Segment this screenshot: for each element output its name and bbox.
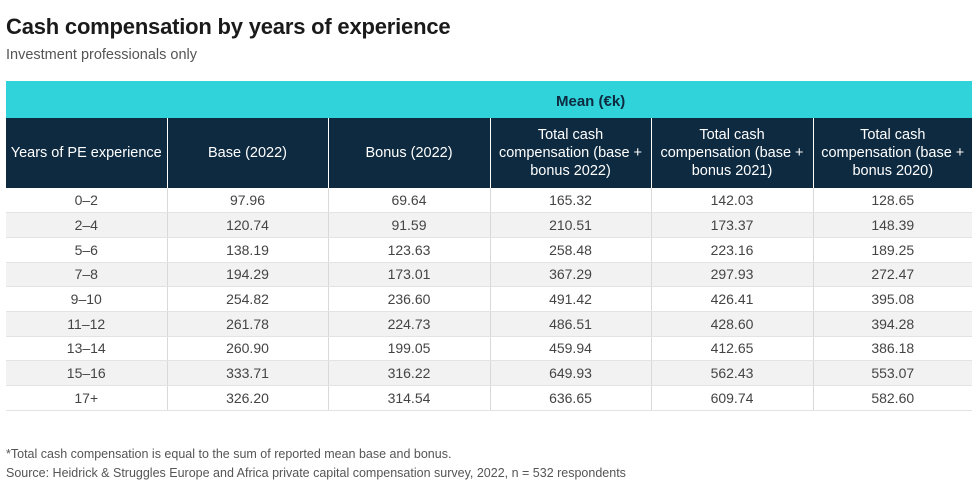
value-cell: 120.74 — [167, 212, 329, 238]
value-cell: 491.42 — [490, 286, 652, 312]
value-cell: 636.65 — [490, 385, 652, 411]
value-cell: 395.08 — [813, 286, 972, 312]
source-note: Source: Heidrick & Struggles Europe and … — [6, 466, 626, 480]
value-cell: 69.64 — [328, 188, 491, 214]
value-cell: 199.05 — [328, 336, 491, 362]
table-row: 13–14 260.90 199.05 459.94 412.65 386.18 — [6, 336, 972, 362]
value-cell: 189.25 — [813, 237, 972, 263]
table-row: 11–12 261.78 224.73 486.51 428.60 394.28 — [6, 311, 972, 337]
table-row: 15–16 333.71 316.22 649.93 562.43 553.07 — [6, 360, 972, 386]
column-header: Total cash compensation (base + bonus 20… — [490, 118, 652, 188]
value-cell: 314.54 — [328, 385, 491, 411]
row-label-cell: 11–12 — [6, 311, 168, 337]
value-cell: 428.60 — [651, 311, 814, 337]
value-cell: 326.20 — [167, 385, 329, 411]
table-row: 17+ 326.20 314.54 636.65 609.74 582.60 — [6, 385, 972, 411]
row-label-cell: 5–6 — [6, 237, 168, 263]
table-row: 2–4 120.74 91.59 210.51 173.37 148.39 — [6, 212, 972, 238]
row-label-cell: 13–14 — [6, 336, 168, 362]
value-cell: 138.19 — [167, 237, 329, 263]
value-cell: 223.16 — [651, 237, 814, 263]
value-cell: 316.22 — [328, 360, 491, 386]
value-cell: 173.37 — [651, 212, 814, 238]
value-cell: 236.60 — [328, 286, 491, 312]
value-cell: 91.59 — [328, 212, 491, 238]
value-cell: 297.93 — [651, 262, 814, 288]
column-header: Base (2022) — [167, 118, 329, 188]
row-label-cell: 15–16 — [6, 360, 168, 386]
row-label-cell: 9–10 — [6, 286, 168, 312]
value-cell: 272.47 — [813, 262, 972, 288]
value-cell: 486.51 — [490, 311, 652, 337]
value-cell: 148.39 — [813, 212, 972, 238]
value-cell: 254.82 — [167, 286, 329, 312]
compensation-table-container: Mean (€k) Years of PE experience Base (20… — [6, 81, 972, 411]
chart-title: Cash compensation by years of experience — [6, 14, 451, 39]
value-cell: 412.65 — [651, 336, 814, 362]
value-cell: 649.93 — [490, 360, 652, 386]
value-cell: 261.78 — [167, 311, 329, 337]
value-cell: 333.71 — [167, 360, 329, 386]
row-label-cell: 0–2 — [6, 188, 168, 214]
value-cell: 394.28 — [813, 311, 972, 337]
value-cell: 562.43 — [651, 360, 814, 386]
value-cell: 426.41 — [651, 286, 814, 312]
column-header: Total cash compensation (base + bonus 20… — [651, 118, 814, 188]
table-row: 9–10 254.82 236.60 491.42 426.41 395.08 — [6, 286, 972, 312]
value-cell: 165.32 — [490, 188, 652, 214]
value-cell: 224.73 — [328, 311, 491, 337]
table-row: 5–6 138.19 123.63 258.48 223.16 189.25 — [6, 237, 972, 263]
footnote: *Total cash compensation is equal to the… — [6, 447, 452, 461]
value-cell: 194.29 — [167, 262, 329, 288]
value-cell: 553.07 — [813, 360, 972, 386]
column-header-row: Years of PE experience Base (2022) Bonus (… — [6, 118, 972, 188]
row-label-cell: 7–8 — [6, 262, 168, 288]
value-cell: 142.03 — [651, 188, 814, 214]
value-cell: 260.90 — [167, 336, 329, 362]
compensation-table: Mean (€k) Years of PE experience Base (20… — [6, 81, 972, 411]
value-cell: 173.01 — [328, 262, 491, 288]
value-cell: 609.74 — [651, 385, 814, 411]
value-cell: 97.96 — [167, 188, 329, 214]
value-cell: 386.18 — [813, 336, 972, 362]
group-header-row: Mean (€k) — [6, 81, 972, 118]
row-label-cell: 17+ — [6, 385, 168, 411]
value-cell: 258.48 — [490, 237, 652, 263]
column-header: Years of PE experience — [6, 118, 168, 188]
chart-subtitle: Investment professionals only — [6, 47, 198, 63]
table-row: 0–2 97.96 69.64 165.32 142.03 128.65 — [6, 188, 972, 214]
group-header-label: Mean (€k) — [556, 93, 626, 110]
table-body: 0–2 97.96 69.64 165.32 142.03 128.65 2–4 120.74… — [6, 188, 972, 411]
value-cell: 123.63 — [328, 237, 491, 263]
value-cell: 459.94 — [490, 336, 652, 362]
value-cell: 210.51 — [490, 212, 652, 238]
column-header: Total cash compensation (base + bonus 20… — [813, 118, 972, 188]
group-header-cell: Mean (€k) — [6, 81, 972, 118]
value-cell: 582.60 — [813, 385, 972, 411]
table-row: 7–8 194.29 173.01 367.29 297.93 272.47 — [6, 262, 972, 288]
value-cell: 128.65 — [813, 188, 972, 214]
column-header: Bonus (2022) — [328, 118, 491, 188]
value-cell: 367.29 — [490, 262, 652, 288]
row-label-cell: 2–4 — [6, 212, 168, 238]
